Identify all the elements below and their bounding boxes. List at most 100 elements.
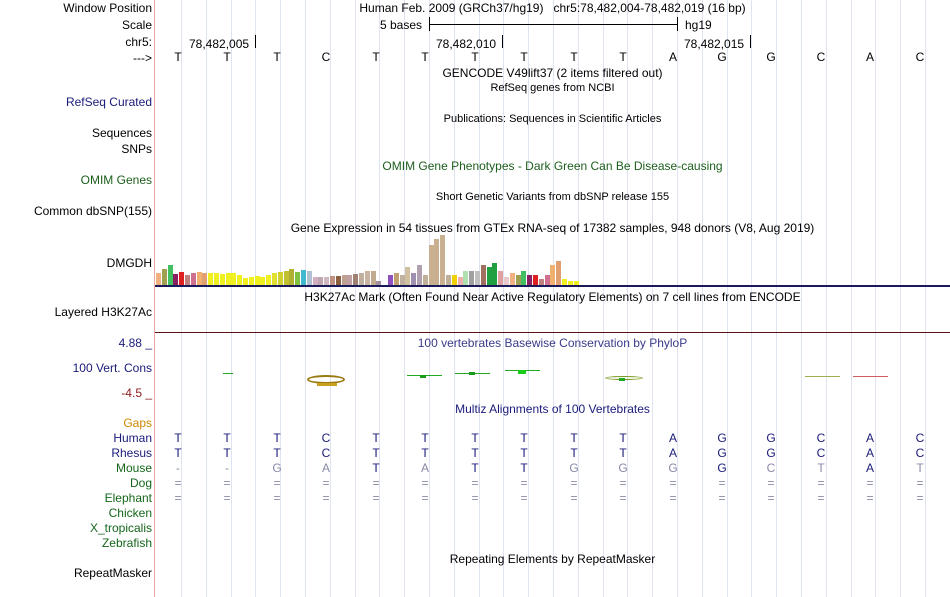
gtex-bar[interactable] [417, 265, 422, 285]
gtex-bar[interactable] [364, 271, 370, 285]
gtex-bar[interactable] [359, 273, 364, 285]
multiz-track-title[interactable]: Multiz Alignments of 100 Vertebrates [455, 402, 650, 416]
gtex-bar[interactable] [486, 267, 492, 285]
gtex-bar[interactable] [463, 271, 469, 285]
gtex-bar[interactable] [492, 263, 498, 285]
gtex-bar[interactable] [446, 275, 451, 285]
gtex-bar[interactable] [393, 273, 399, 285]
gtex-bar[interactable] [353, 274, 359, 285]
gtex-bar[interactable] [504, 277, 509, 285]
gencode-track-title[interactable]: GENCODE V49lift37 (2 items filtered out) [442, 66, 663, 80]
gtex-bar[interactable] [370, 271, 376, 285]
gtex-bar[interactable] [173, 274, 179, 285]
h3k27ac-track-title[interactable]: H3K27Ac Mark (Often Found Near Active Re… [304, 290, 801, 304]
gtex-bar[interactable] [202, 273, 208, 285]
gtex-bar[interactable] [399, 275, 405, 285]
gtex-bar[interactable] [254, 276, 260, 285]
gtex-bar[interactable] [573, 281, 579, 285]
refseq-track-title[interactable]: RefSeq genes from NCBI [490, 82, 615, 94]
species-label[interactable]: Dog [129, 476, 152, 490]
common-dbsnp-label[interactable]: Common dbSNP(155) [33, 204, 152, 218]
gtex-bar[interactable] [515, 275, 521, 285]
gaps-label[interactable]: Gaps [123, 416, 152, 430]
gtex-bar[interactable] [301, 270, 306, 285]
gtex-bar[interactable] [295, 272, 301, 285]
gtex-bar[interactable] [405, 267, 411, 285]
gtex-bar[interactable] [434, 239, 440, 285]
gtex-bar[interactable] [544, 275, 550, 285]
gtex-bar[interactable] [556, 261, 562, 285]
gtex-track-title[interactable]: Gene Expression in 54 tissues from GTEx … [290, 221, 815, 235]
gtex-bar[interactable] [306, 271, 312, 285]
gtex-bar[interactable] [196, 272, 202, 285]
gtex-bar[interactable] [318, 277, 324, 285]
gtex-bar[interactable] [562, 279, 567, 285]
gtex-bar[interactable] [440, 235, 446, 285]
gtex-bar[interactable] [451, 275, 457, 285]
gtex-bar[interactable] [324, 277, 330, 285]
gtex-bar[interactable] [509, 273, 515, 285]
gtex-bar[interactable] [260, 277, 266, 285]
gtex-bar[interactable] [428, 245, 434, 285]
gtex-bar[interactable] [469, 271, 475, 285]
refseq-curated-label[interactable]: RefSeq Curated [65, 95, 152, 109]
gtex-bar[interactable] [533, 275, 538, 285]
omim-track-title[interactable]: OMIM Gene Phenotypes - Dark Green Can Be… [382, 159, 723, 173]
dbsnp-track-title[interactable]: Short Genetic Variants from dbSNP releas… [435, 191, 670, 203]
gtex-bar[interactable] [214, 273, 219, 285]
species-label[interactable]: Elephant [104, 491, 152, 505]
repeatmasker-track-title[interactable]: Repeating Elements by RepeatMasker [449, 552, 656, 566]
gtex-bar[interactable] [283, 271, 289, 285]
vert-cons-label[interactable]: 100 Vert. Cons [72, 361, 152, 375]
gtex-bar[interactable] [266, 275, 272, 285]
phylop-track-title[interactable]: 100 vertebrates Basewise Conservation by… [417, 336, 688, 350]
layered-h3k27ac-label[interactable]: Layered H3K27Ac [54, 305, 152, 319]
gtex-bar[interactable] [341, 275, 347, 285]
gtex-bar[interactable] [156, 273, 161, 285]
gtex-bar[interactable] [567, 281, 573, 285]
gtex-bar[interactable] [480, 265, 486, 285]
gtex-bar[interactable] [190, 273, 196, 285]
species-label[interactable]: Mouse [115, 461, 152, 475]
gtex-bar[interactable] [422, 275, 428, 285]
gtex-bar[interactable] [498, 271, 504, 285]
gtex-bar[interactable] [277, 272, 283, 285]
gtex-expression-chart[interactable] [155, 235, 950, 285]
gtex-bar[interactable] [376, 281, 382, 285]
sequences-label[interactable]: Sequences [91, 126, 152, 140]
gtex-bar[interactable] [167, 265, 173, 285]
gtex-bar[interactable] [225, 273, 231, 285]
dmgdh-gene-label[interactable]: DMGDH [106, 256, 152, 270]
omim-genes-label[interactable]: OMIM Genes [80, 173, 152, 187]
gtex-bar[interactable] [208, 273, 214, 285]
gtex-bar[interactable] [289, 269, 295, 285]
gtex-bar[interactable] [388, 275, 393, 285]
species-label[interactable]: Human [113, 431, 152, 445]
gtex-bar[interactable] [243, 278, 248, 285]
gtex-bar[interactable] [335, 276, 341, 285]
gtex-bar[interactable] [161, 269, 167, 285]
gtex-bar[interactable] [185, 275, 190, 285]
gtex-bar[interactable] [330, 276, 335, 285]
gtex-bar[interactable] [312, 277, 318, 285]
gtex-bar[interactable] [272, 273, 277, 285]
gtex-bar[interactable] [550, 265, 556, 285]
gtex-bar[interactable] [527, 275, 533, 285]
gtex-bar[interactable] [219, 274, 225, 285]
gtex-bar[interactable] [179, 272, 185, 285]
gtex-bar[interactable] [347, 275, 353, 285]
gtex-bar[interactable] [475, 271, 480, 285]
gtex-bar[interactable] [237, 275, 243, 285]
publications-track-title[interactable]: Publications: Sequences in Scientific Ar… [443, 113, 662, 125]
species-label[interactable]: Zebrafish [101, 536, 152, 550]
snps-label[interactable]: SNPs [121, 142, 152, 156]
repeatmasker-label[interactable]: RepeatMasker [73, 566, 152, 580]
gtex-bar[interactable] [411, 273, 417, 285]
species-label[interactable]: X_tropicalis [89, 521, 152, 535]
gtex-bar[interactable] [538, 279, 544, 285]
gtex-bar[interactable] [248, 277, 254, 285]
gtex-bar[interactable] [231, 273, 237, 285]
gtex-bar[interactable] [457, 277, 463, 285]
species-label[interactable]: Rhesus [111, 446, 152, 460]
species-label[interactable]: Chicken [108, 506, 152, 520]
